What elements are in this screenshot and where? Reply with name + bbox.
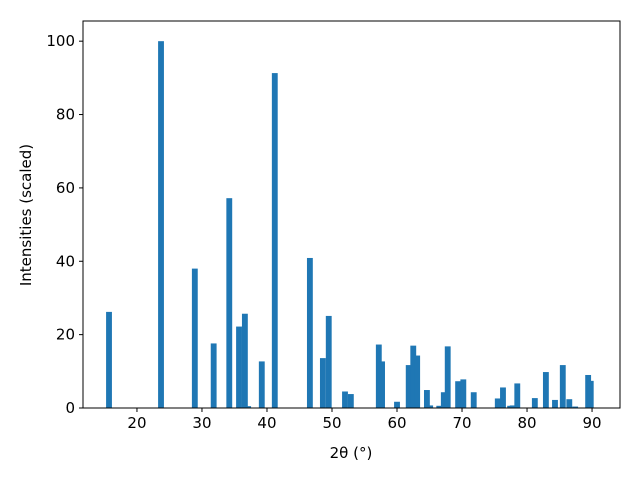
y-tick-label: 100 <box>46 32 75 50</box>
y-tick-label: 20 <box>56 326 75 344</box>
bar <box>500 387 506 408</box>
bar <box>410 345 417 408</box>
bar <box>241 313 248 408</box>
bar <box>236 326 242 408</box>
bar <box>306 257 313 408</box>
y-tick-label: 40 <box>56 252 75 270</box>
bar <box>414 355 421 408</box>
x-tick-label: 30 <box>192 414 211 432</box>
x-tick-label: 80 <box>517 414 536 432</box>
bar <box>444 346 451 408</box>
y-tick-label: 60 <box>56 179 75 197</box>
x-axis-label: 2θ (°) <box>330 444 373 462</box>
bar <box>542 372 549 408</box>
x-tick-label: 70 <box>452 414 471 432</box>
bar <box>342 391 348 408</box>
bar <box>379 361 385 408</box>
bar <box>106 311 112 408</box>
bar <box>423 390 430 408</box>
bar <box>455 381 462 408</box>
bar <box>245 406 252 408</box>
bar <box>319 358 326 408</box>
bar <box>394 401 400 408</box>
bar <box>559 365 566 408</box>
bar <box>210 343 217 408</box>
y-tick-label: 80 <box>56 106 75 124</box>
bar <box>587 380 594 408</box>
bar <box>470 392 477 408</box>
bar <box>325 315 332 408</box>
bar <box>514 383 521 408</box>
bar <box>572 406 579 408</box>
bar <box>531 398 538 408</box>
x-tick-label: 20 <box>127 414 146 432</box>
bar <box>405 365 412 408</box>
bar <box>436 405 443 408</box>
x-tick-label: 60 <box>387 414 406 432</box>
plot-frame <box>82 20 621 409</box>
x-tick-label: 50 <box>322 414 341 432</box>
bar <box>347 394 354 408</box>
y-tick-label: 0 <box>65 399 75 417</box>
bar <box>271 73 278 408</box>
bar <box>509 405 516 408</box>
bar <box>460 379 467 408</box>
bar <box>191 268 198 408</box>
y-axis-label: Intensities (scaled) <box>17 144 35 286</box>
x-tick-label: 90 <box>582 414 601 432</box>
bar <box>552 399 558 408</box>
bar <box>258 361 265 408</box>
bar <box>427 405 434 408</box>
bar <box>158 41 164 408</box>
x-tick-label: 40 <box>257 414 276 432</box>
bar <box>494 398 501 408</box>
bar <box>566 399 573 408</box>
bar <box>226 198 233 408</box>
bar <box>375 344 382 408</box>
bar <box>440 392 447 408</box>
